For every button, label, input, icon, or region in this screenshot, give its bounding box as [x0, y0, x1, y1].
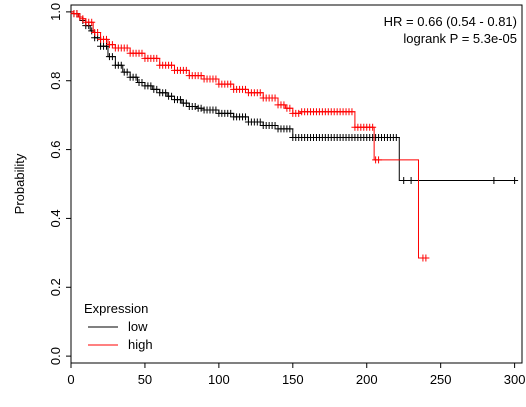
censor-mark-low	[400, 177, 408, 185]
censor-mark-high	[280, 101, 288, 109]
censor-mark-low	[176, 96, 184, 104]
censor-mark-high	[76, 13, 84, 21]
censor-mark-low	[191, 103, 199, 111]
legend-title: Expression	[84, 301, 148, 316]
censor-mark-low	[271, 121, 279, 129]
censor-mark-high	[94, 29, 102, 37]
x-tick-label: 0	[67, 372, 74, 387]
x-tick-label: 50	[138, 372, 152, 387]
legend: Expression low high	[84, 301, 153, 352]
plot-frame	[70, 4, 523, 364]
x-tick-label: 100	[208, 372, 230, 387]
censor-mark-low	[256, 118, 264, 126]
censor-mark-low	[102, 42, 110, 50]
censor-mark-high	[88, 18, 96, 26]
x-tick-label: 250	[430, 372, 452, 387]
x-tick-label: 150	[282, 372, 304, 387]
censor-mark-high	[227, 80, 235, 88]
annotations: HR = 0.66 (0.54 - 0.81) logrank P = 5.3e…	[384, 14, 517, 46]
y-tick-label: 0.0	[48, 347, 63, 365]
censor-mark-high	[271, 94, 279, 102]
censor-mark-high	[375, 156, 383, 164]
censor-mark-low	[147, 82, 155, 90]
x-tick-label: 200	[356, 372, 378, 387]
y-tick-label: 1.0	[48, 3, 63, 21]
censor-mark-high	[286, 104, 294, 112]
censor-mark-high	[153, 54, 161, 62]
censor-mark-low	[123, 68, 131, 76]
censor-mark-high	[256, 89, 264, 97]
censor-mark-low	[108, 53, 116, 61]
y-tick-label: 0.8	[48, 72, 63, 90]
censor-mark-low	[490, 177, 498, 185]
series-layer	[70, 10, 519, 262]
x-tick-label: 300	[504, 372, 526, 387]
censor-mark-low	[392, 134, 400, 142]
logrank-annotation: logrank P = 5.3e-05	[403, 31, 517, 46]
censor-mark-low	[407, 177, 415, 185]
y-axis-label: Probability	[12, 153, 27, 214]
y-tick-label: 0.2	[48, 278, 63, 296]
censor-mark-low	[212, 106, 220, 114]
censor-mark-high	[348, 108, 356, 116]
hr-annotation: HR = 0.66 (0.54 - 0.81)	[384, 14, 517, 29]
censor-mark-low	[117, 61, 125, 69]
censor-mark-high	[369, 123, 377, 131]
axes: 0 50 100 150 200 250 300 0.0 0.2 0.4 0.6 0.8 1.0	[48, 3, 525, 387]
censor-mark-low	[132, 73, 140, 81]
censor-mark-low	[162, 89, 170, 97]
legend-label-high: high	[128, 337, 153, 352]
censor-mark-high	[182, 66, 190, 74]
censor-mark-low	[168, 92, 176, 100]
censor-mark-low	[153, 85, 161, 93]
censor-mark-low	[197, 104, 205, 112]
censor-mark-high	[123, 44, 131, 52]
censor-mark-high	[108, 41, 116, 49]
censor-mark-high	[79, 15, 87, 23]
censor-mark-high	[168, 61, 176, 69]
y-tick-label: 0.4	[48, 209, 63, 227]
censor-mark-low	[182, 99, 190, 107]
censor-mark-high	[295, 109, 303, 117]
censor-mark-low	[88, 27, 96, 35]
y-tick-label: 0.6	[48, 141, 63, 159]
censor-mark-high	[212, 75, 220, 83]
censor-mark-high	[241, 85, 249, 93]
legend-label-low: low	[128, 319, 148, 334]
censor-mark-high	[73, 10, 81, 18]
censor-mark-low	[286, 125, 294, 133]
censor-mark-low	[138, 78, 146, 86]
censor-mark-high	[197, 72, 205, 80]
censor-mark-low	[241, 113, 249, 121]
censor-mark-low	[511, 177, 519, 185]
censor-mark-low	[227, 109, 235, 117]
censor-mark-high	[102, 35, 110, 43]
censor-mark-high	[422, 254, 430, 262]
censor-mark-high	[138, 49, 146, 57]
